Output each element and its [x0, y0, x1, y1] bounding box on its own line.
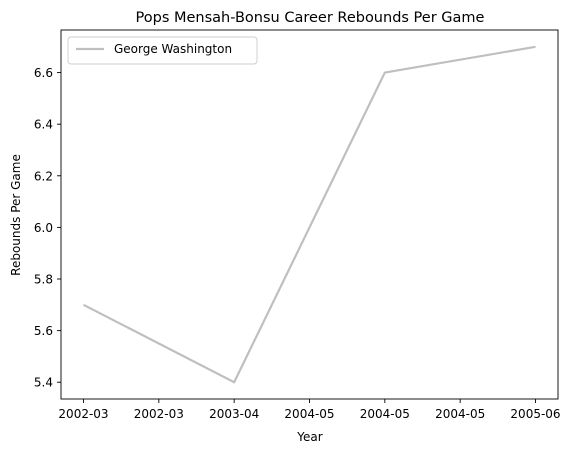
legend-box [67, 36, 258, 65]
y-tick-label: 6.2 [34, 169, 53, 183]
y-tick-label: 6.4 [34, 118, 53, 132]
y-tick-label: 5.6 [34, 324, 53, 338]
x-tick-label: 2004-05 [360, 407, 410, 421]
x-axis: 2002-03 2002-03 2003-04 2004-05 2004-05 2004-… [58, 399, 561, 421]
x-tick-label: 2005-06 [510, 407, 560, 421]
y-axis-label: Rebounds Per Game [9, 154, 23, 276]
y-axis: 5.4 5.6 5.8 6.0 6.2 6.4 6.6 [34, 66, 61, 390]
x-tick-label: 2002-03 [134, 407, 184, 421]
plot-area [82, 45, 536, 384]
legend: George Washington [67, 36, 258, 65]
y-tick-label: 6.0 [34, 221, 53, 235]
chart-title: Pops Mensah-Bonsu Career Rebounds Per Ga… [136, 10, 485, 26]
series-line-0 [82, 45, 536, 384]
x-tick-label: 2004-05 [435, 407, 485, 421]
x-axis-label: Year [296, 430, 322, 444]
x-tick-label: 2003-04 [209, 407, 259, 421]
x-tick-label: 2004-05 [284, 407, 334, 421]
y-tick-label: 5.8 [34, 273, 53, 287]
legend-entry: George Washington [114, 42, 232, 56]
axes-frame [60, 29, 559, 400]
y-tick-label: 5.4 [34, 376, 53, 390]
y-tick-label: 6.6 [34, 66, 53, 80]
x-tick-label: 2002-03 [58, 407, 108, 421]
